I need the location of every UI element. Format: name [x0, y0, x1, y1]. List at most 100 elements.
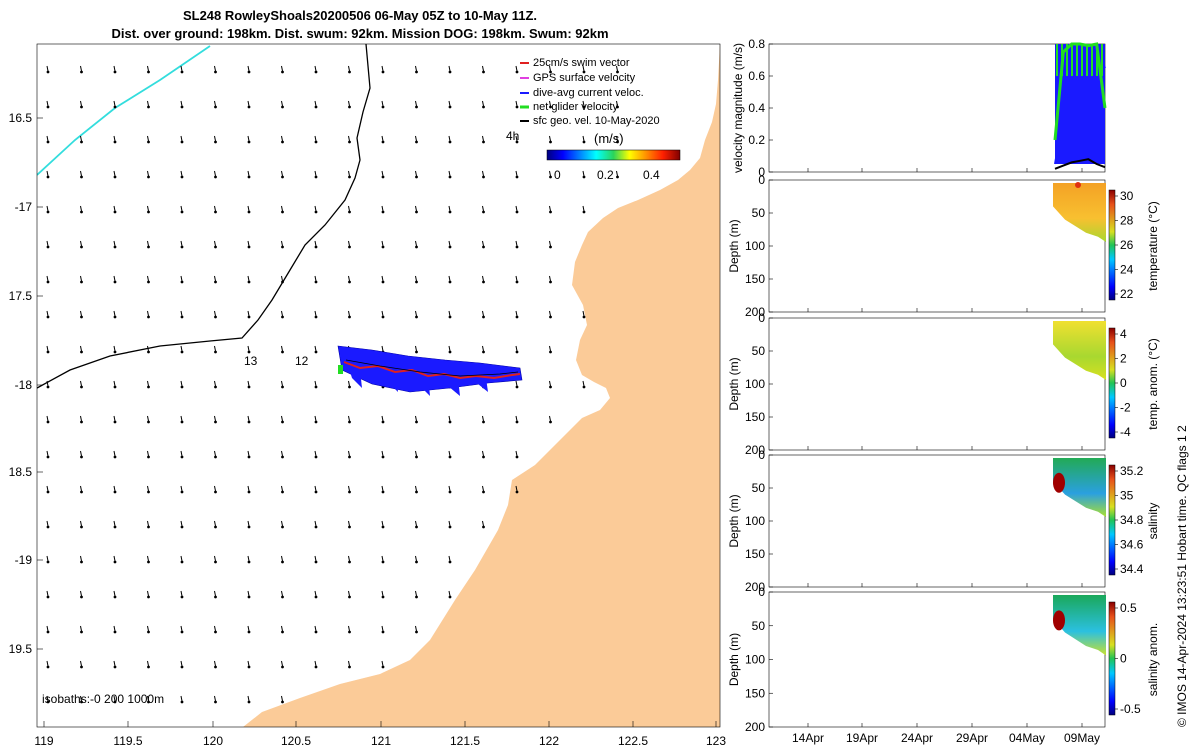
date-tick-label: 09May: [1064, 731, 1100, 745]
panel-1: 0 50 100 150 200 30 28 26 24 22 temperature (°C): [745, 173, 1160, 319]
sfc-arrow: [80, 240, 82, 247]
dive-avg-velocity-spike: [440, 362, 460, 396]
sfc-arrow-head: [247, 245, 251, 249]
sfc-arrow-head: [515, 105, 519, 109]
sfc-arrow: [314, 590, 317, 597]
sfc-arrow: [113, 520, 116, 527]
sfc-arrow: [113, 170, 116, 177]
speed-colorbar-tick: 0: [554, 168, 561, 182]
sfc-arrow-head: [616, 70, 619, 74]
panel-2: 0 50 100 150 200 4 2 0 -2 -4 temp. anom. (°C): [745, 311, 1160, 457]
colorbar-tick-label: 30: [1120, 189, 1134, 203]
sfc-arrow-head: [348, 245, 351, 249]
time-label: 4h: [506, 129, 519, 143]
sfc-arrow: [515, 345, 518, 352]
sfc-arrow-head: [348, 665, 351, 669]
sfc-arrow-head: [147, 595, 150, 599]
sfc-arrow-head: [247, 525, 251, 529]
sfc-arrow-head: [180, 595, 184, 599]
sfc-arrow-head: [247, 560, 251, 564]
sfc-arrow: [180, 520, 183, 527]
sfc-arrow: [415, 100, 417, 107]
sfc-arrow: [348, 65, 350, 72]
speed-colorbar-tick: 0.4: [643, 168, 660, 182]
sfc-arrow-head: [515, 280, 519, 284]
date-tick-label: 14Apr: [792, 731, 824, 745]
sfc-arrow: [180, 345, 183, 352]
sfc-arrow-head: [448, 315, 452, 319]
sfc-arrow: [515, 205, 518, 212]
sfc-arrow: [582, 135, 585, 142]
sfc-arrow-head: [247, 280, 251, 284]
sfc-arrow-head: [314, 140, 318, 144]
sfc-arrow: [314, 275, 317, 282]
sfc-arrow: [348, 625, 350, 632]
sfc-arrow-head: [247, 420, 251, 424]
sfc-arrow-head: [80, 315, 83, 319]
sfc-arrow-head: [448, 490, 452, 494]
sfc-arrow: [46, 135, 49, 142]
sfc-arrow-head: [381, 140, 385, 144]
y-tick-label: 50: [752, 206, 766, 220]
panel-frame: [768, 591, 1106, 728]
sfc-arrow: [180, 625, 183, 632]
sfc-arrow-head: [314, 105, 318, 109]
colorbar-tick-label: -0.5: [1120, 702, 1141, 716]
colorbar-tick-label: 2: [1120, 352, 1127, 366]
sfc-arrow-head: [46, 350, 50, 354]
sfc-arrow: [214, 450, 216, 457]
colorbar-tick-label: 0: [1120, 652, 1127, 666]
sfc-arrow-head: [113, 210, 117, 214]
sfc-arrow: [381, 310, 384, 317]
sfc-arrow-head: [80, 420, 83, 424]
lon-tick-label: 122: [539, 734, 559, 748]
colorbar-tick-label: 28: [1120, 214, 1134, 228]
sfc-arrow-head: [482, 490, 485, 494]
sfc-arrow: [515, 450, 518, 457]
sfc-arrow: [314, 660, 317, 667]
sfc-arrow: [549, 275, 551, 282]
sfc-arrow: [147, 345, 149, 352]
sfc-arrow: [247, 205, 250, 212]
sfc-arrow: [381, 345, 384, 352]
colorbar-tick-label: 0: [1120, 376, 1127, 390]
date-tick-label: 24Apr: [901, 731, 933, 745]
sfc-arrow: [415, 135, 417, 142]
sfc-arrow: [381, 450, 384, 457]
sfc-arrow: [314, 170, 317, 177]
sfc-arrow: [281, 240, 283, 247]
sfc-arrow: [46, 380, 49, 387]
lat-tick-label: -19: [15, 553, 33, 567]
sfc-arrow-head: [482, 420, 485, 424]
sfc-arrow: [113, 380, 116, 387]
lon-tick-label: 123: [706, 734, 726, 748]
sfc-arrow: [482, 485, 484, 492]
colorbar-tick-label: 34.8: [1120, 513, 1144, 527]
sfc-arrow: [515, 135, 518, 142]
sfc-arrow-head: [281, 595, 284, 599]
sfc-arrow: [448, 415, 451, 422]
sfc-arrow: [549, 240, 551, 247]
sfc-arrow-head: [46, 560, 50, 564]
sfc-arrow-head: [314, 280, 318, 284]
colorbar-label: temperature (°C): [1146, 201, 1160, 291]
sfc-arrow: [549, 100, 551, 107]
sfc-arrow-head: [214, 665, 217, 669]
y-tick-label: 150: [745, 410, 765, 424]
sfc-arrow-head: [147, 315, 150, 319]
dive-avg-velocity-spike: [378, 356, 398, 392]
sfc-arrow-head: [281, 700, 284, 704]
sfc-arrow-head: [180, 70, 184, 74]
sfc-arrow: [381, 485, 384, 492]
sfc-arrow: [415, 555, 417, 562]
colorbar-tick-label: 26: [1120, 238, 1134, 252]
sfc-arrow-head: [247, 140, 251, 144]
series-line-2: [1054, 158, 1106, 170]
sfc-arrow: [281, 310, 283, 317]
sfc-arrow-head: [281, 490, 284, 494]
sfc-arrow-head: [448, 560, 452, 564]
sfc-arrow-head: [180, 420, 184, 424]
sfc-arrow-head: [549, 350, 552, 354]
sfc-arrow-head: [314, 455, 318, 459]
sfc-arrow-head: [381, 420, 385, 424]
